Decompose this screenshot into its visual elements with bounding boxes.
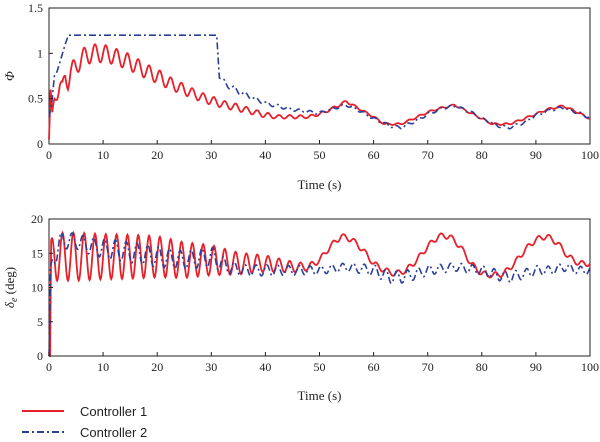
- y-tick-label: 1.5: [28, 1, 43, 15]
- x-tick-label: 40: [259, 360, 271, 374]
- y-tick-label: 10: [31, 281, 43, 295]
- delta-plot-area: [48, 218, 591, 357]
- x-tick-label: 20: [151, 360, 163, 374]
- delta-y-axis-label-sub: e: [9, 297, 20, 302]
- x-tick-label: 100: [581, 360, 599, 374]
- x-tick-label: 0: [46, 148, 52, 162]
- x-tick-label: 100: [581, 148, 599, 162]
- legend-item-controller-1: Controller 1: [22, 404, 147, 419]
- series-line-controller-1: [49, 230, 591, 357]
- y-tick-label: 15: [31, 246, 43, 260]
- phi-ticks-layer: 0 10 20 30 40 50 60 70 80 90 100 0 0.5 1 1.5: [28, 1, 599, 162]
- x-tick-label: 50: [314, 148, 326, 162]
- delta-y-axis-label-unit: (deg): [2, 267, 17, 298]
- legend-label-controller-2: Controller 2: [80, 425, 147, 440]
- x-tick-label: 80: [476, 148, 488, 162]
- series-line-controller-2: [48, 34, 591, 130]
- delta-series-layer: [48, 230, 591, 357]
- y-tick-label: 0: [37, 349, 43, 363]
- x-tick-label: 10: [97, 148, 109, 162]
- series-line-controller-1: [48, 43, 591, 140]
- delta-x-axis-label: Time (s): [298, 388, 342, 403]
- legend-label-controller-1: Controller 1: [80, 404, 147, 419]
- x-tick-label: 10: [97, 360, 109, 374]
- y-tick-label: 5: [37, 315, 43, 329]
- x-tick-label: 40: [259, 148, 271, 162]
- y-tick-label: 0.5: [28, 92, 43, 106]
- x-tick-label: 60: [368, 360, 380, 374]
- series-line-controller-2: [48, 231, 591, 357]
- x-tick-label: 60: [368, 148, 380, 162]
- x-tick-label: 30: [205, 148, 217, 162]
- x-tick-label: 20: [151, 148, 163, 162]
- x-tick-label: 50: [314, 360, 326, 374]
- y-tick-label: 20: [31, 212, 43, 226]
- legend: Controller 1 Controller 2: [22, 404, 147, 440]
- delta-y-axis-label: δe (deg): [2, 267, 20, 308]
- x-tick-label: 90: [530, 148, 542, 162]
- phi-y-axis-label: Φ: [2, 71, 17, 81]
- delta-ticks-layer: 0 10 20 30 40 50 60 70 80 90 100 0 5 10 15 20: [31, 212, 599, 374]
- x-tick-label: 90: [530, 360, 542, 374]
- x-tick-label: 30: [205, 360, 217, 374]
- x-tick-label: 70: [422, 148, 434, 162]
- legend-item-controller-2: Controller 2: [22, 425, 147, 440]
- x-tick-label: 70: [422, 360, 434, 374]
- y-tick-label: 1: [37, 46, 43, 60]
- delta-y-axis-label-main: δ: [2, 301, 17, 308]
- y-tick-label: 0: [37, 137, 43, 151]
- phi-series-layer: [48, 34, 591, 140]
- phi-x-axis-label: Time (s): [298, 177, 342, 192]
- x-tick-label: 80: [476, 360, 488, 374]
- x-tick-label: 0: [46, 360, 52, 374]
